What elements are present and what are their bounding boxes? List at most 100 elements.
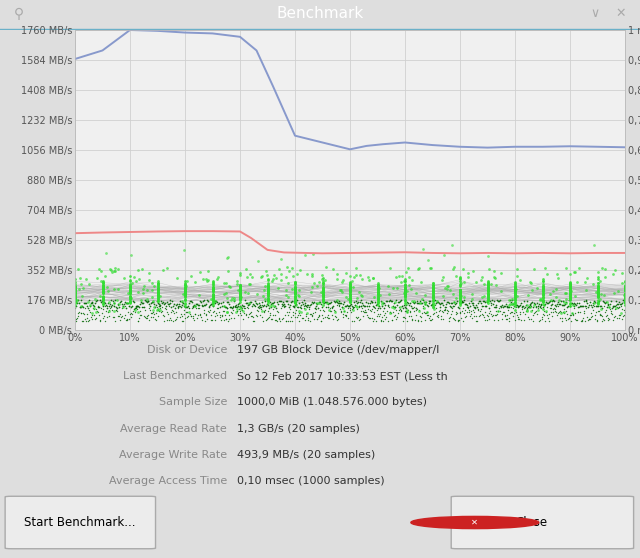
- Point: [345, 282, 355, 291]
- Point: [97, 300, 108, 309]
- Point: [332, 297, 342, 306]
- Point: [414, 305, 424, 314]
- Point: [213, 304, 223, 312]
- Point: [372, 290, 383, 299]
- Point: [207, 285, 218, 294]
- Point: [291, 300, 301, 309]
- Point: [400, 289, 410, 298]
- Point: [292, 312, 302, 321]
- Point: [169, 300, 179, 309]
- Point: [138, 302, 148, 311]
- Point: [400, 306, 410, 315]
- Point: [262, 291, 273, 300]
- Point: [615, 310, 625, 319]
- Point: [471, 312, 481, 321]
- Point: [355, 315, 365, 324]
- Point: [385, 263, 395, 272]
- Point: [97, 282, 108, 291]
- Point: [455, 292, 465, 301]
- Point: [352, 294, 362, 303]
- Point: [190, 309, 200, 318]
- Point: [588, 299, 598, 308]
- Point: [587, 311, 597, 320]
- Point: [572, 298, 582, 307]
- Point: [370, 298, 380, 307]
- Point: [110, 296, 120, 305]
- Point: [290, 312, 300, 321]
- Point: [426, 301, 436, 310]
- Point: [351, 312, 361, 321]
- Point: [125, 285, 135, 294]
- Point: [403, 263, 413, 272]
- Point: [620, 292, 630, 301]
- Point: [97, 283, 108, 292]
- Point: [524, 315, 534, 324]
- Point: [152, 296, 162, 305]
- Point: [402, 306, 412, 315]
- Point: [533, 302, 543, 311]
- Point: [487, 296, 497, 305]
- Point: [400, 281, 410, 290]
- Point: [228, 296, 239, 305]
- Point: [95, 316, 105, 325]
- Point: [317, 288, 328, 297]
- Point: [143, 297, 153, 306]
- Point: [476, 305, 486, 314]
- Point: [295, 265, 305, 274]
- Point: [455, 291, 465, 300]
- Point: [546, 307, 556, 316]
- Point: [296, 304, 307, 313]
- Point: [384, 296, 394, 305]
- Point: [337, 302, 348, 311]
- Point: [258, 316, 268, 325]
- Point: [609, 289, 620, 298]
- Point: [400, 287, 410, 296]
- Point: [417, 299, 427, 308]
- Point: [536, 312, 547, 321]
- Point: [334, 296, 344, 305]
- Point: [71, 298, 81, 307]
- Point: [189, 316, 199, 325]
- Point: [400, 285, 410, 294]
- Point: [232, 307, 243, 316]
- Point: [620, 286, 630, 295]
- Point: [561, 297, 572, 306]
- Point: [540, 311, 550, 320]
- Text: Close: Close: [515, 516, 547, 529]
- Point: [620, 284, 630, 293]
- Point: [321, 297, 331, 306]
- Point: [451, 307, 461, 316]
- Point: [290, 287, 300, 296]
- Point: [125, 299, 135, 308]
- Point: [180, 280, 190, 288]
- Point: [345, 290, 355, 299]
- Point: [294, 285, 304, 294]
- Point: [527, 297, 538, 306]
- Point: [291, 299, 301, 308]
- Point: [466, 307, 476, 316]
- Point: [324, 305, 335, 314]
- Point: [99, 299, 109, 307]
- Point: [593, 299, 603, 308]
- Point: [221, 294, 232, 302]
- Point: [135, 310, 145, 319]
- Point: [372, 283, 383, 292]
- Point: [400, 291, 410, 300]
- Point: [125, 292, 135, 301]
- Point: [380, 301, 390, 310]
- Point: [448, 289, 458, 298]
- Point: [607, 303, 617, 312]
- Point: [207, 296, 218, 305]
- Point: [152, 290, 163, 299]
- Point: [152, 280, 163, 289]
- Point: [400, 286, 410, 295]
- Point: [428, 301, 438, 310]
- Point: [507, 300, 517, 309]
- Point: [538, 285, 548, 294]
- Point: [321, 263, 331, 272]
- Point: [385, 289, 395, 298]
- Point: [77, 316, 87, 325]
- Point: [399, 277, 409, 286]
- Point: [300, 305, 310, 314]
- Point: [479, 315, 490, 324]
